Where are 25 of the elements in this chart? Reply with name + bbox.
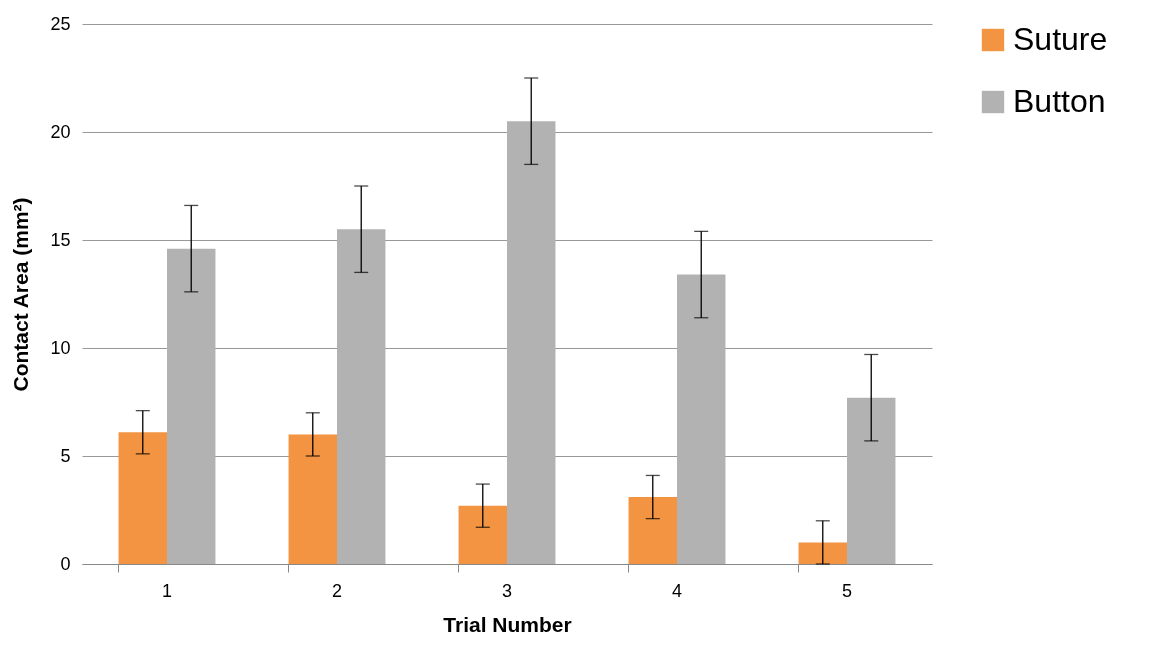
bar bbox=[288, 434, 337, 564]
y-tick-label: 20 bbox=[50, 121, 71, 142]
x-tick-label: 3 bbox=[501, 580, 513, 601]
y-tick-label: 10 bbox=[50, 337, 71, 358]
bar bbox=[677, 274, 726, 564]
bar bbox=[167, 248, 216, 564]
bar bbox=[798, 542, 847, 564]
bar bbox=[507, 121, 556, 564]
x-tick-label: 5 bbox=[841, 580, 853, 601]
y-tick-label: 5 bbox=[60, 445, 71, 466]
legend-label: Suture bbox=[1013, 21, 1108, 57]
x-tick-label: 4 bbox=[671, 580, 683, 601]
bar bbox=[337, 229, 386, 564]
x-tick-label: 1 bbox=[161, 580, 173, 601]
y-tick-label: 0 bbox=[60, 553, 71, 574]
bar bbox=[847, 397, 896, 564]
x-axis-title: Trial Number bbox=[443, 612, 572, 636]
y-tick-label: 25 bbox=[50, 13, 71, 34]
y-axis-title: Contact Area (mm²) bbox=[9, 197, 33, 392]
bar bbox=[628, 497, 677, 564]
bar bbox=[118, 432, 167, 564]
x-tick-label: 2 bbox=[331, 580, 343, 601]
bar bbox=[458, 505, 507, 564]
y-tick-label: 15 bbox=[50, 229, 71, 250]
legend-label: Button bbox=[1013, 83, 1106, 119]
